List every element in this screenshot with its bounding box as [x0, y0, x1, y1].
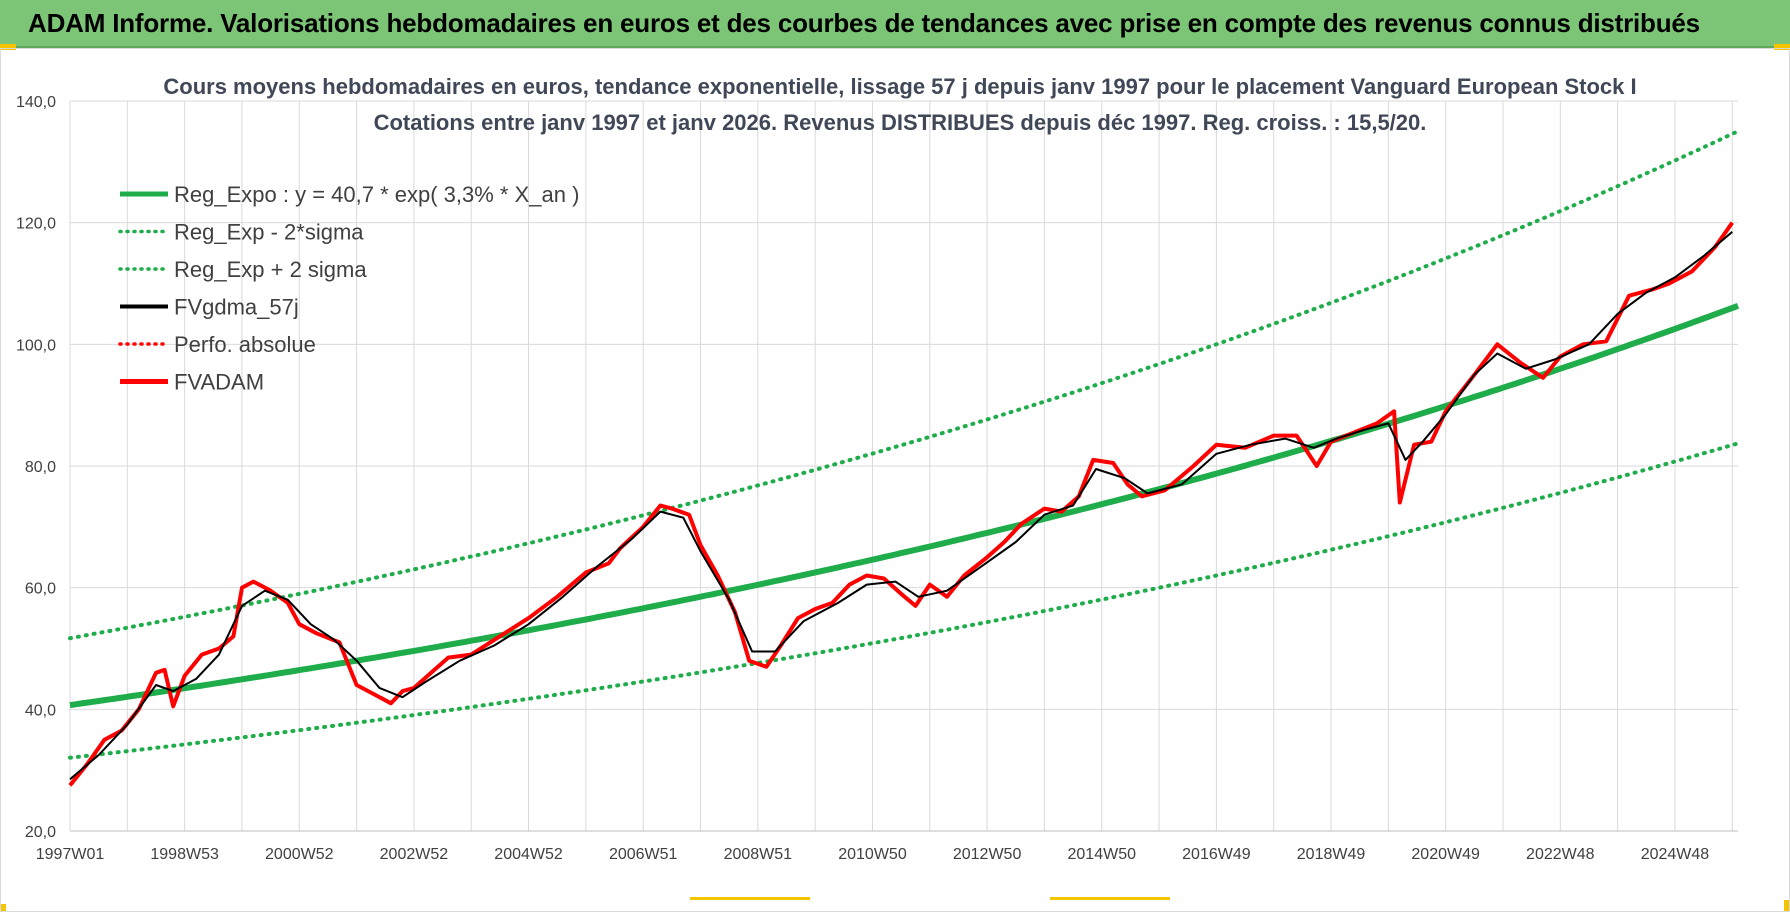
x-tick-label: 2016W49 [1182, 846, 1251, 863]
x-tick-label: 2024W48 [1641, 846, 1710, 863]
corner-mark-bottom-right [1784, 900, 1790, 912]
series-reg-expo [69, 303, 1740, 709]
legend-label: FVgdma_57j [174, 295, 299, 320]
x-tick-label: 2000W52 [265, 846, 334, 863]
corner-mark-bottom-mid-1 [690, 897, 810, 900]
series-reg-minus-2sigma [68, 441, 1740, 760]
chart-title: Cours moyens hebdomadaires en euros, ten… [163, 74, 1637, 99]
legend-label: FVADAM [174, 370, 264, 395]
corner-mark-bottom-mid-2 [1050, 897, 1170, 900]
y-tick-label: 60,0 [25, 581, 56, 598]
series-fvgdma-57j [69, 231, 1733, 781]
x-tick-label: 2014W50 [1068, 846, 1137, 863]
report-title: ADAM Informe. Valorisations hebdomadaire… [28, 8, 1700, 38]
legend-label: Reg_Expo : y = 40,7 * exp( 3,3% * X_an ) [174, 182, 579, 207]
x-tick-label: 2018W49 [1297, 846, 1366, 863]
y-tick-label: 20,0 [25, 824, 56, 841]
x-tick-label: 2006W51 [609, 846, 678, 863]
corner-mark-bottom-left [0, 904, 6, 912]
chart-subtitle: Cotations entre janv 1997 et janv 2026. … [373, 110, 1427, 135]
x-tick-label: 2002W52 [380, 846, 449, 863]
y-tick-label: 40,0 [25, 702, 56, 719]
y-tick-label: 140,0 [16, 94, 56, 111]
legend-label: Reg_Exp - 2*sigma [174, 220, 364, 245]
y-tick-label: 80,0 [25, 459, 56, 476]
legend-label: Reg_Exp + 2 sigma [174, 257, 367, 282]
legend-label: Perfo. absolue [174, 332, 316, 357]
x-tick-label: 1998W53 [150, 846, 219, 863]
x-tick-label: 2020W49 [1411, 846, 1480, 863]
y-tick-label: 120,0 [16, 216, 56, 233]
x-tick-label: 2004W52 [494, 846, 563, 863]
x-tick-label: 2010W50 [838, 846, 907, 863]
x-tick-label: 1997W01 [36, 846, 105, 863]
x-tick-label: 2012W50 [953, 846, 1022, 863]
corner-mark-top-right [1774, 44, 1790, 50]
y-tick-label: 100,0 [16, 337, 56, 354]
report-header: ADAM Informe. Valorisations hebdomadaire… [0, 0, 1790, 48]
corner-mark-top-left [0, 44, 16, 50]
series-fvadam [68, 221, 1734, 787]
x-tick-label: 2008W51 [724, 846, 793, 863]
series-reg-plus-2sigma [68, 129, 1740, 641]
x-tick-label: 2022W48 [1526, 846, 1595, 863]
